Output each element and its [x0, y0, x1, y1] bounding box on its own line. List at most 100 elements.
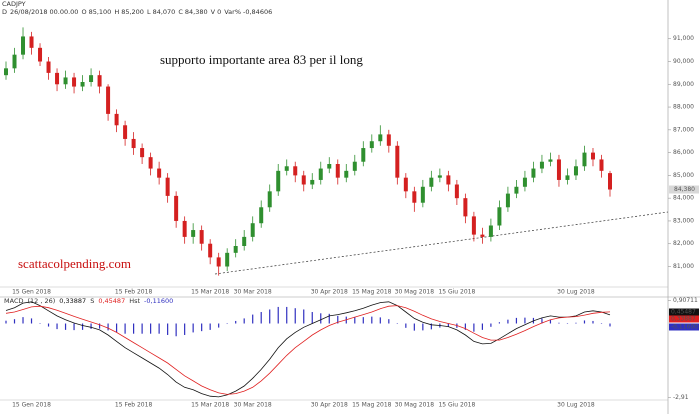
- y-tick-label: 90,000: [673, 58, 694, 65]
- histogram-bar: [311, 312, 313, 324]
- candle-body: [38, 47, 43, 62]
- value-box: [669, 308, 699, 316]
- x-tick-label: 30 Lug 2018: [557, 289, 595, 296]
- histogram-bar: [226, 323, 228, 325]
- macd-legend: MACD (12 , 26) 0,33887 S 0,45487 Hst -0,11600: [4, 297, 173, 305]
- candle-body: [191, 230, 196, 237]
- histogram-bar: [115, 323, 118, 333]
- legend-item: 0,45487: [98, 297, 125, 305]
- candle-body: [420, 186, 425, 203]
- info-item: D: [2, 8, 7, 16]
- legend-item: (12 , 26): [27, 297, 55, 305]
- candle-body: [46, 61, 51, 73]
- candle-body: [556, 159, 561, 180]
- histogram-bar: [141, 323, 143, 334]
- candle-body: [131, 138, 136, 149]
- x-tick-label: 30 Lug 2018: [557, 402, 595, 409]
- histogram-bar: [507, 319, 509, 324]
- candle-body: [403, 177, 408, 192]
- histogram-bar: [158, 323, 160, 334]
- histogram-bar: [422, 323, 424, 331]
- candle-body: [199, 230, 204, 244]
- candle-body: [539, 161, 544, 169]
- candle-body: [514, 186, 519, 194]
- legend-item: S: [90, 297, 94, 305]
- last-price-box: [669, 185, 699, 194]
- candle-body: [174, 195, 179, 221]
- histogram-bar: [56, 323, 58, 330]
- histogram-bar: [447, 323, 449, 327]
- candle-body: [565, 175, 570, 180]
- histogram-bar: [430, 323, 432, 330]
- candle-body: [55, 72, 60, 85]
- histogram-bar: [73, 323, 75, 331]
- candle-body: [599, 159, 604, 171]
- histogram-bar: [64, 323, 67, 330]
- histogram-bar: [277, 306, 279, 324]
- histogram-bar: [218, 323, 220, 328]
- histogram-bar: [481, 323, 483, 330]
- histogram-bar: [575, 322, 577, 324]
- info-item: O: [81, 8, 86, 16]
- candle-body: [437, 175, 442, 178]
- x-tick-label: 30 Mar 2018: [234, 402, 272, 409]
- info-item: 84,380: [185, 8, 208, 16]
- info-item: 00.00.00: [49, 8, 78, 16]
- candle-body: [208, 243, 213, 258]
- x-tick-label: 15 Mar 2018: [191, 289, 229, 296]
- candle-body: [242, 236, 247, 246]
- histogram-bar: [524, 317, 526, 324]
- histogram-bar: [107, 323, 109, 331]
- histogram-bar: [558, 322, 560, 324]
- candle-body: [106, 86, 111, 114]
- y-tick-label: -2,91: [673, 394, 689, 401]
- candle-body: [522, 177, 527, 187]
- histogram-bar: [13, 319, 16, 324]
- candle-body: [89, 75, 94, 82]
- histogram-bar: [260, 312, 262, 324]
- ohlc-info: D 26/08/2018 00.00.00 O 85,100 H 85,200 L 84,070…: [2, 8, 272, 16]
- candle-body: [454, 184, 459, 199]
- histogram-bar: [243, 318, 245, 324]
- info-item: 84,070: [153, 8, 176, 16]
- histogram-bar: [133, 323, 135, 334]
- info-item: Var%: [224, 8, 241, 16]
- histogram-bar: [22, 317, 24, 324]
- histogram-bar: [490, 323, 492, 327]
- y-tick-label: 87,000: [673, 126, 694, 133]
- candle-body: [267, 191, 272, 208]
- x-tick-label: 30 Mag 2018: [395, 289, 435, 296]
- histogram-bar: [209, 323, 211, 330]
- histogram-bar: [81, 323, 84, 330]
- histogram-bar: [541, 318, 543, 324]
- legend-item: -0,11600: [144, 297, 173, 305]
- candle-body: [386, 134, 391, 146]
- y-tick-label: 83,000: [673, 217, 694, 224]
- info-item: -0,84606: [243, 8, 272, 16]
- candle-body: [352, 161, 357, 171]
- candle-body: [114, 113, 119, 126]
- histogram-bar: [320, 313, 322, 324]
- candle-body: [590, 152, 595, 160]
- histogram-bar: [201, 323, 203, 332]
- candle-body: [429, 177, 434, 187]
- candle-body: [72, 77, 77, 87]
- y-tick-label: 85,000: [673, 172, 694, 179]
- candle-body: [446, 175, 451, 185]
- candle-body: [344, 170, 349, 178]
- candle-body: [21, 36, 26, 55]
- histogram-bar: [515, 317, 518, 324]
- candle-body: [12, 54, 17, 69]
- symbol: CADJPY: [2, 0, 26, 8]
- candle-body: [369, 141, 374, 149]
- histogram-bar: [235, 320, 237, 324]
- histogram-bar: [303, 309, 305, 324]
- watermark: scattacolpending.com: [18, 256, 131, 271]
- candle-body: [310, 179, 315, 185]
- candle-body: [318, 168, 323, 180]
- x-tick-label: 15 Feb 2018: [115, 289, 153, 296]
- y-tick-label: 81,000: [673, 263, 694, 270]
- histogram-bar: [566, 323, 569, 324]
- x-tick-label: 30 Apr 2018: [311, 402, 348, 409]
